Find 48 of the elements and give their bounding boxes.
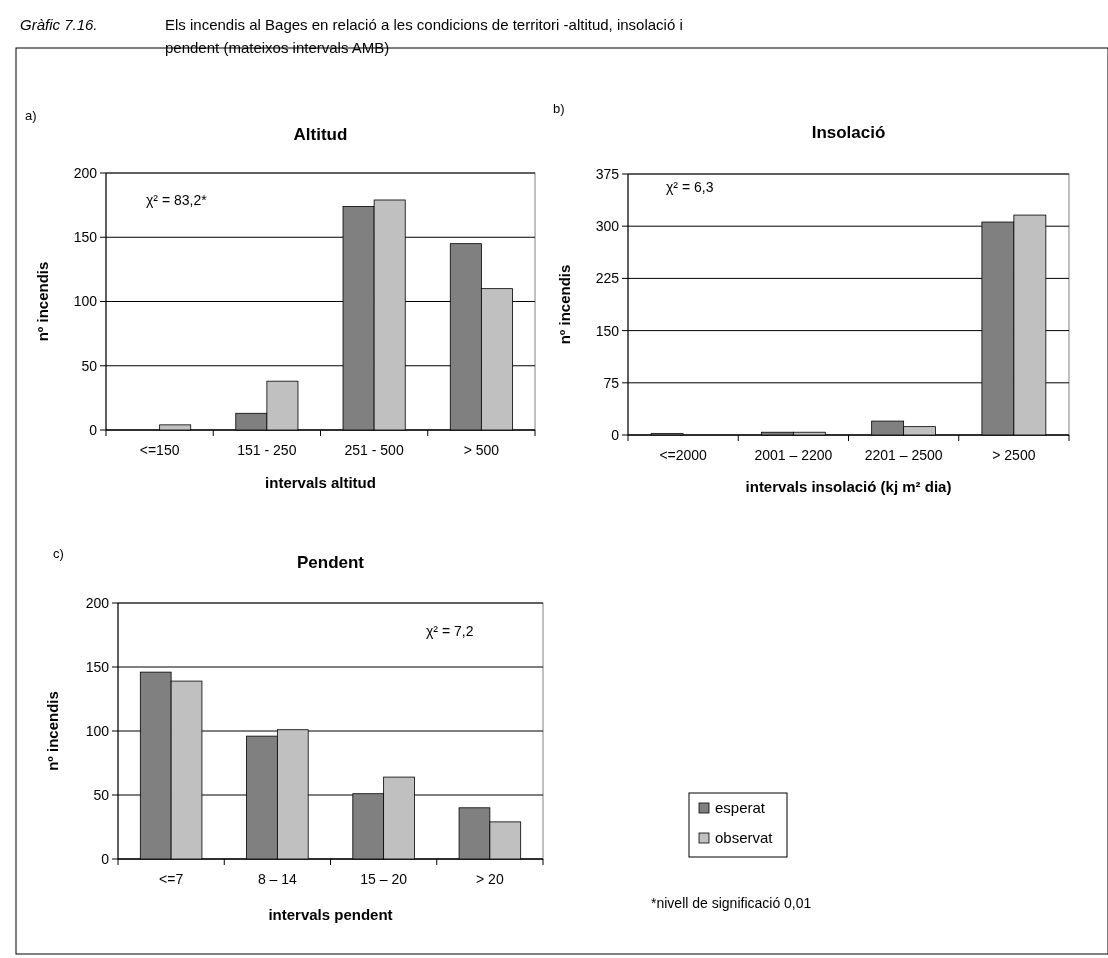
x-tick-label: > 2500: [992, 447, 1036, 463]
y-tick-label: 150: [595, 322, 620, 339]
y-tick-label: 0: [611, 426, 620, 443]
y-tick-label: 225: [595, 270, 620, 287]
chart-title: Pendent: [296, 553, 365, 572]
legend-label: observat: [715, 829, 774, 847]
annotation: χ² = 7,2: [426, 623, 474, 639]
y-tick-label: 200: [85, 594, 110, 611]
chart-title: Altitud: [293, 125, 348, 144]
x-tick-label: 2201 – 2500: [864, 447, 943, 463]
y-tick-label: 0: [101, 850, 110, 867]
y-tick-label: 75: [603, 374, 620, 391]
text: Els incendis al Bages en relació a les condicions de territori -altitud, insolació i pendent (mateixos intervals AMB): [165, 16, 683, 56]
x-tick-label: 15 – 20: [360, 871, 408, 887]
text: a): [25, 108, 37, 123]
x-tick-label: 151 - 250: [237, 442, 297, 458]
annotation: χ² = 6,3: [666, 179, 714, 195]
y-axis-title: nº incendis: [34, 261, 51, 342]
chart-title: Insolació: [811, 123, 886, 142]
text: c): [53, 546, 64, 561]
y-tick-label: 300: [595, 218, 620, 235]
y-tick-label: 200: [73, 164, 98, 181]
y-tick-label: 375: [595, 165, 620, 182]
y-axis-title: nº incendis: [44, 691, 61, 771]
y-tick-label: 50: [81, 357, 98, 374]
y-tick-label: 50: [93, 786, 110, 803]
x-tick-label: > 20: [476, 871, 504, 887]
text: b): [553, 101, 565, 116]
x-tick-label: <=2000: [659, 447, 708, 463]
x-tick-label: 8 – 14: [257, 871, 298, 887]
x-axis-title: intervals insolació (kj m² dia): [745, 478, 952, 495]
text: Gràfic 7.16.: [20, 16, 98, 33]
y-tick-label: 0: [89, 421, 98, 438]
y-tick-label: 100: [85, 722, 110, 739]
y-tick-label: 150: [73, 229, 98, 246]
x-tick-label: 251 - 500: [344, 442, 404, 458]
y-axis-title: nº incendis: [556, 264, 573, 345]
x-axis-title: intervals pendent: [268, 906, 393, 923]
x-tick-label: 2001 – 2200: [754, 447, 833, 463]
annotation: χ² = 83,2*: [146, 192, 208, 208]
x-tick-label: > 500: [463, 442, 500, 458]
text: *nivell de significació 0,01: [651, 895, 812, 911]
x-axis-title: intervals altitud: [265, 474, 376, 491]
y-tick-label: 150: [85, 658, 110, 675]
legend-label: esperat: [715, 799, 766, 817]
y-tick-label: 100: [73, 293, 98, 310]
x-tick-label: <=7: [159, 871, 184, 887]
x-tick-label: <=150: [139, 442, 180, 458]
